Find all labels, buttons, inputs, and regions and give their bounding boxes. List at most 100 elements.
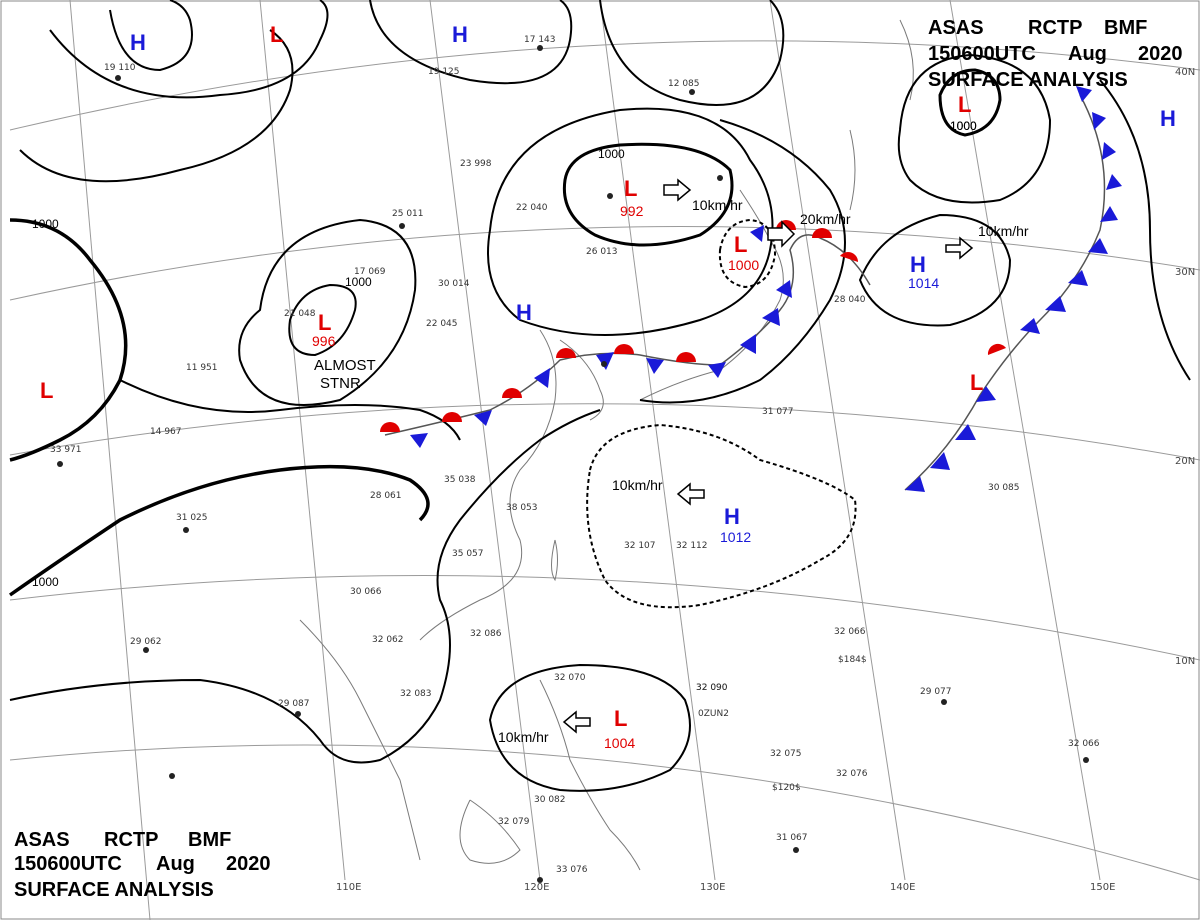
low-center-letter-top: L — [270, 22, 283, 47]
low-center-value-992: 992 — [620, 203, 644, 219]
east-tri-6 — [1045, 296, 1066, 312]
coast-japan — [639, 189, 784, 401]
lon-line-110e — [259, 0, 346, 881]
lon-line-140e — [769, 0, 906, 881]
high-center-letter-mid: H — [516, 300, 532, 325]
station-dot — [941, 699, 947, 705]
east-tri-12 — [1092, 112, 1106, 130]
isobar-ne-low-outer — [897, 53, 1052, 204]
isobar-l1004 — [488, 663, 691, 792]
isobar-top-center — [369, 0, 573, 85]
station-dot — [793, 847, 799, 853]
isobar-west-bottom — [9, 409, 601, 764]
station-plot: 32 070 — [554, 673, 586, 683]
low-center-letter-992: L — [624, 176, 637, 201]
coast-philippines — [539, 679, 641, 871]
high-center-letter-top: H — [452, 22, 468, 47]
low-center-value-1000: 1000 — [728, 257, 759, 273]
isobar-mid-left — [19, 29, 294, 183]
east-tri-8 — [1088, 238, 1108, 254]
lat-label-30n: 30N — [1175, 267, 1195, 278]
header-bl-title: SURFACE ANALYSIS — [14, 879, 214, 901]
lon-label-130e: 130E — [700, 882, 725, 893]
lat-line-20n — [9, 403, 1200, 461]
low-center-letter-1000: L — [734, 232, 747, 257]
isobar-east-outer — [858, 213, 1012, 327]
header-bl-month: Aug — [156, 853, 195, 875]
motion-arrow-h1012 — [676, 482, 705, 506]
station-plot: 32 066 — [1068, 739, 1100, 749]
lon-label-150e: 150E — [1090, 882, 1115, 893]
low-center-letter-ne: L — [958, 92, 971, 117]
station-plot: 35 038 — [444, 475, 476, 485]
almost-stnr-line2: STNR — [320, 375, 361, 392]
motion-arrow-h1014 — [945, 236, 974, 260]
station-plot: 19 110 — [104, 63, 136, 73]
cold-front-tri-8 — [762, 308, 780, 326]
isobar-label-1000-b: 1000 — [32, 217, 59, 231]
isobar-l996-mid — [238, 218, 417, 406]
header-bottom-left: ASAS RCTP BMF 150600UTC Aug 2020 SURFACE… — [14, 829, 271, 901]
station-plot: 22 040 — [516, 203, 548, 213]
station-plot: 30 085 — [988, 483, 1020, 493]
coast-taiwan — [551, 539, 558, 582]
isobar-l996-inner — [288, 283, 357, 357]
station-plot: $120$ — [772, 783, 801, 793]
header-tr-code: BMF — [1104, 17, 1147, 39]
lon-line-120e — [429, 0, 541, 881]
isobar-label-1000-a: 1000 — [598, 147, 625, 161]
station-plot: 19 125 — [428, 67, 460, 77]
cold-front-tri-6 — [708, 362, 726, 378]
station-plot: 29 087 — [278, 699, 310, 709]
east-tri-9 — [1100, 206, 1118, 222]
east-tri-5 — [1020, 318, 1040, 334]
station-dot — [537, 877, 543, 883]
header-tr-station: RCTP — [1028, 17, 1082, 39]
station-plot: 32 112 — [676, 541, 708, 551]
isobar-l1000-dashed — [718, 218, 777, 289]
lat-line-0n — [9, 744, 1200, 881]
lon-label-140e: 140E — [890, 882, 915, 893]
station-dots — [57, 45, 1089, 883]
lon-label-120e: 120E — [524, 882, 549, 893]
station-dot — [183, 527, 189, 533]
station-dot — [607, 193, 613, 199]
station-plot: 23 998 — [460, 159, 492, 169]
header-bl-code: BMF — [188, 829, 231, 851]
isobar-h1012-dashed — [586, 423, 857, 609]
station-plot: 32 076 — [836, 769, 868, 779]
lon-line-150e — [949, 0, 1101, 881]
high-center-letter-nw: H — [130, 30, 146, 55]
station-plots: 19 110 19 125 17 143 12 085 23 998 22 04… — [50, 35, 1100, 875]
station-plot: 12 085 — [668, 79, 700, 89]
low-center-letter-east-front: L — [970, 370, 983, 395]
isobar-nw-outer — [49, 0, 329, 99]
station-plot: 32 075 — [770, 749, 802, 759]
cold-front-tri-1 — [410, 433, 428, 448]
warm-front-bump-2 — [442, 412, 462, 422]
motion-arrow-l1004 — [562, 710, 591, 734]
warm-front-bump-9 — [840, 251, 858, 262]
station-plot: 32 079 — [498, 817, 530, 827]
almost-stnr-line1: ALMOST — [314, 357, 376, 374]
motion-arrows — [562, 178, 974, 734]
station-plot: 32 086 — [470, 629, 502, 639]
station-plot: 25 011 — [392, 209, 424, 219]
station-plot: 22 045 — [426, 319, 458, 329]
east-front — [904, 86, 1122, 492]
low-center-letter-1004: L — [614, 706, 627, 731]
low-center-letter-west: L — [40, 378, 53, 403]
station-plot: 28 061 — [370, 491, 402, 501]
station-dot — [689, 89, 695, 95]
isobars — [8, 0, 1191, 792]
station-plot: 32 066 — [834, 627, 866, 637]
low-center-value-ne: 1000 — [950, 119, 977, 133]
station-plot: 17 069 — [354, 267, 386, 277]
station-plot: 11 951 — [186, 363, 218, 373]
station-dot — [399, 223, 405, 229]
station-plot: 32 107 — [624, 541, 656, 551]
isobar-label-1000-c: 1000 — [345, 275, 372, 289]
isobar-label-1000-d: 1000 — [32, 575, 59, 589]
isobar-1000-sw-thick — [8, 464, 430, 597]
